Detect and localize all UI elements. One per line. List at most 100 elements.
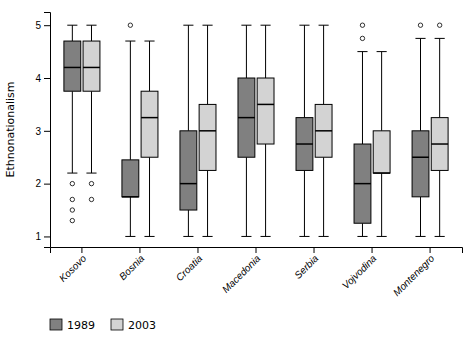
median [83,67,100,69]
x-tick-mark [256,247,257,253]
x-tick: Vojvodina [340,247,379,291]
box-group [412,23,429,236]
y-axis-title: Ethnonationalism [4,81,17,177]
x-tick-label: Bosnia [117,252,147,282]
legend-label: 1989 [67,319,95,332]
y-tick-label: 2 [35,178,41,189]
flier [70,197,74,201]
upper-whisker [188,25,189,131]
upper-whisker [72,25,73,41]
upper-cap [241,25,251,26]
upper-whisker [130,41,131,160]
box-group [431,23,448,236]
x-tick: Montenegro [391,247,437,298]
upper-whisker [420,38,421,130]
box-group [122,23,139,236]
median [238,117,255,119]
x-tick: Croatia [174,247,205,283]
flier [128,23,132,27]
upper-cap [357,51,367,52]
box-group [180,25,197,236]
upper-whisker [381,52,382,131]
lower-cap [319,236,329,237]
lower-whisker [439,170,440,236]
x-tick-label: Croatia [174,252,205,283]
x-tick: Macedonia [220,247,263,295]
x-tick-mark [314,247,315,253]
y-tick: 4 [35,73,50,84]
chart: 12345KosovoBosniaCroatiaMacedoniaSerbiaV… [0,0,474,339]
flier [360,23,364,27]
x-tick-label: Kosovo [57,252,89,284]
x-tick-mark [81,247,82,253]
lower-whisker [323,157,324,236]
box [199,104,216,170]
x-tick: Serbia [292,247,321,281]
box [412,131,429,197]
x-tick-mark [139,247,140,253]
x-axis: Kosovo Bosnia Croatia Macedonia Serbia Vojvod… [51,247,463,298]
upper-whisker [265,25,266,78]
y-tick: 3 [35,126,50,137]
median [141,117,158,119]
x-tick-label: Montenegro [391,252,437,298]
lower-whisker [381,173,382,236]
flier [70,218,74,222]
flier [360,36,364,40]
flier [70,208,74,212]
x-tick-label: Vojvodina [340,252,379,291]
box [141,91,158,157]
upper-cap [67,25,77,26]
flier [418,23,422,27]
box [83,41,100,91]
y-tick-mark [44,236,50,237]
median [64,67,81,69]
y-tick-label: 3 [35,126,41,137]
legend-item: 1989 [50,319,95,332]
lower-whisker [72,91,73,173]
box-group [257,25,274,236]
lower-cap [125,236,135,237]
upper-cap [183,25,193,26]
plot-area: 12345KosovoBosniaCroatiaMacedoniaSerbiaV… [4,13,463,299]
box-group [64,25,81,223]
lower-whisker [207,170,208,236]
x-tick-label: Serbia [292,252,321,281]
lower-cap [144,236,154,237]
upper-cap [202,25,212,26]
upper-whisker [91,25,92,41]
box [296,118,313,171]
upper-cap [261,25,271,26]
upper-whisker [149,41,150,91]
lower-cap [299,236,309,237]
x-tick-label: Macedonia [220,252,263,295]
x-tick-mark [197,247,198,253]
lower-cap [202,236,212,237]
x-tick: Bosnia [117,247,147,282]
box-group [238,25,255,236]
upper-whisker [207,25,208,104]
upper-cap [144,41,154,42]
box [354,144,371,223]
flier [70,181,74,185]
upper-cap [86,25,96,26]
y-tick-mark [44,184,50,185]
lower-whisker [265,144,266,236]
lower-cap [183,236,193,237]
median [257,104,274,106]
lower-cap [415,236,425,237]
upper-cap [299,25,309,26]
lower-cap [86,173,96,174]
y-tick-label: 4 [35,73,41,84]
upper-cap [415,38,425,39]
box [122,160,139,197]
lower-whisker [304,170,305,236]
y-tick: 1 [35,231,50,242]
legend-swatch [111,319,123,330]
y-tick: 2 [35,178,50,189]
box-group [141,41,158,236]
lower-whisker [246,157,247,236]
flier [89,197,93,201]
lower-whisker [362,223,363,236]
upper-whisker [246,25,247,78]
